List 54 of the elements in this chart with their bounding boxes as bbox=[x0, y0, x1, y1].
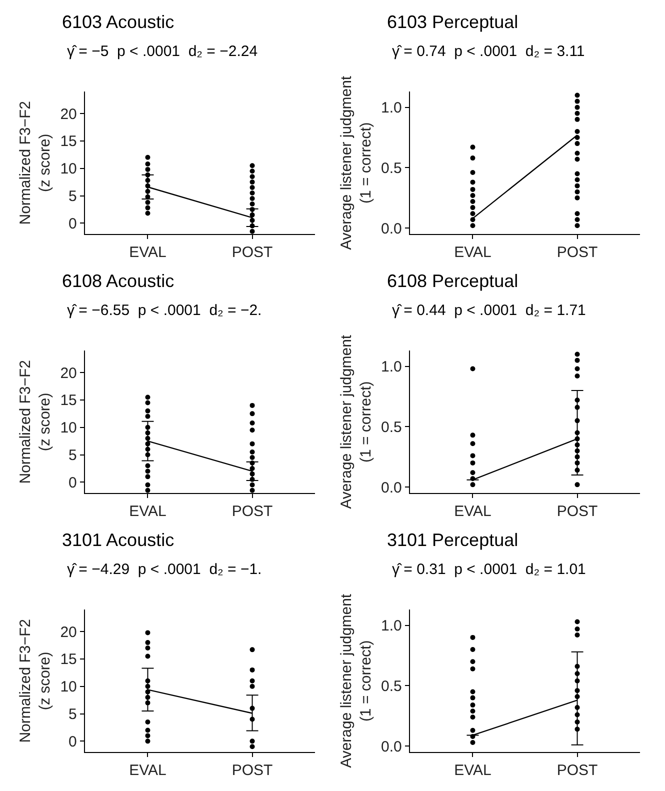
y-tick-label: 15 bbox=[60, 133, 77, 150]
chart-subtitle: γ̂ = −4.29 p < .0001 d₂ = −1. bbox=[67, 561, 262, 578]
chart-title: 6103 Acoustic bbox=[62, 12, 174, 32]
y-tick-label: 0.0 bbox=[381, 479, 402, 496]
chart-subtitle: γ̂ = −6.55 p < .0001 d₂ = −2. bbox=[67, 302, 262, 319]
chart-subtitle: γ̂ = 0.44 p < .0001 d₂ = 1.71 bbox=[392, 302, 586, 319]
chart-title: 6103 Perceptual bbox=[387, 12, 518, 32]
chart-title: 3101 Acoustic bbox=[62, 530, 174, 550]
y-axis-title: Average listener judgment (1 = correct) bbox=[338, 334, 374, 509]
chart-title: 6108 Acoustic bbox=[62, 271, 174, 291]
y-tick-label: 0 bbox=[68, 215, 77, 232]
y-tick-label: 10 bbox=[60, 420, 77, 437]
x-tick-label: POST bbox=[232, 503, 273, 520]
y-tick-label: 0.5 bbox=[381, 678, 402, 695]
x-tick-label: EVAL bbox=[129, 503, 166, 520]
x-tick-label: EVAL bbox=[454, 762, 492, 780]
y-tick-label: 5 bbox=[68, 188, 77, 205]
y-tick-label: 10 bbox=[60, 160, 77, 178]
x-tick-label: EVAL bbox=[129, 244, 166, 262]
y-axis-title: Normalized F3−F2 (z score) bbox=[16, 360, 54, 484]
x-tick-label: POST bbox=[556, 503, 598, 520]
x-tick-label: EVAL bbox=[454, 503, 492, 520]
y-tick-label: 20 bbox=[60, 624, 77, 641]
chart-subtitle: γ̂ = −5 p < .0001 d₂ = −2.24 bbox=[67, 43, 258, 60]
chart-title: 6108 Perceptual bbox=[387, 271, 518, 291]
y-tick-label: 15 bbox=[60, 651, 77, 668]
x-tick-label: EVAL bbox=[129, 762, 166, 780]
y-tick-label: 1.0 bbox=[381, 358, 402, 376]
y-tick-label: 0.5 bbox=[381, 160, 402, 177]
x-tick-label: POST bbox=[232, 762, 273, 780]
y-tick-label: 0.0 bbox=[381, 220, 402, 238]
y-tick-label: 0.0 bbox=[381, 738, 402, 756]
y-tick-label: 0.5 bbox=[381, 418, 402, 436]
x-tick-label: POST bbox=[232, 244, 273, 262]
y-tick-label: 10 bbox=[60, 678, 77, 696]
y-tick-label: 1.0 bbox=[381, 100, 402, 117]
x-tick-label: EVAL bbox=[454, 244, 492, 262]
y-tick-label: 20 bbox=[60, 106, 77, 123]
y-axis-title: Normalized F3−F2 (z score) bbox=[16, 100, 54, 225]
y-axis-title: Average listener judgment (1 = correct) bbox=[338, 75, 374, 250]
y-tick-label: 0 bbox=[68, 474, 77, 492]
chart-subtitle: γ̂ = 0.74 p < .0001 d₂ = 3.11 bbox=[392, 43, 585, 60]
y-tick-label: 5 bbox=[68, 447, 77, 464]
y-tick-label: 0 bbox=[68, 733, 77, 750]
y-tick-label: 20 bbox=[60, 364, 77, 382]
chart-title: 3101 Perceptual bbox=[387, 530, 518, 550]
y-axis-title: Normalized F3−F2 (z score) bbox=[16, 619, 54, 743]
y-tick-label: 5 bbox=[68, 706, 77, 724]
x-tick-label: POST bbox=[556, 762, 598, 780]
y-axis-title: Average listener judgment (1 = correct) bbox=[338, 593, 374, 768]
x-tick-label: POST bbox=[556, 244, 598, 262]
y-tick-label: 1.0 bbox=[381, 618, 402, 635]
y-tick-label: 15 bbox=[60, 392, 77, 410]
chart-subtitle: γ̂ = 0.31 p < .0001 d₂ = 1.01 bbox=[392, 561, 586, 578]
